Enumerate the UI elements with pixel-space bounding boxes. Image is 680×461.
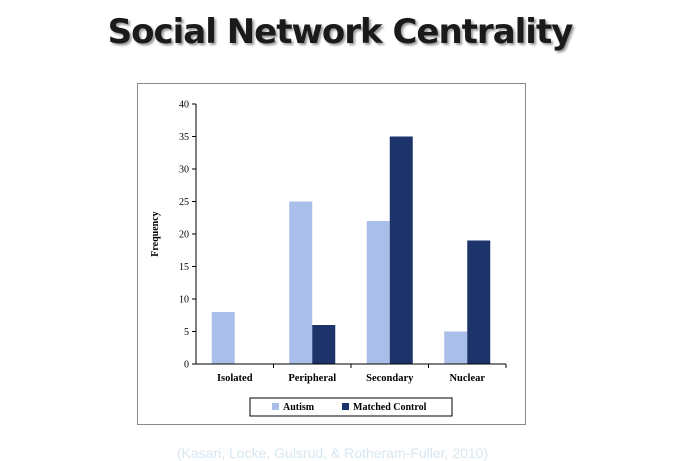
category-label-secondary: Secondary xyxy=(366,373,414,384)
chart-frame xyxy=(137,83,526,425)
y-tick-label: 5 xyxy=(184,327,189,338)
y-tick-label: 0 xyxy=(184,360,189,371)
slide-title: Social Network Centrality xyxy=(107,12,574,52)
y-tick-label: 10 xyxy=(179,295,189,306)
y-tick-label: 30 xyxy=(179,165,189,176)
legend-box xyxy=(249,397,453,417)
bar-matched-control-secondary xyxy=(389,136,413,364)
y-tick-label: 40 xyxy=(179,100,189,111)
category-label-nuclear: Nuclear xyxy=(449,373,485,384)
category-label-peripheral: Peripheral xyxy=(288,373,336,384)
bar-autism-nuclear xyxy=(444,331,468,364)
legend-swatch-autism xyxy=(272,403,279,410)
y-tick-label: 20 xyxy=(179,230,189,241)
bar-matched-control-peripheral xyxy=(312,325,336,364)
bar-autism-secondary xyxy=(366,221,390,364)
bar-matched-control-nuclear xyxy=(467,240,491,364)
citation: (Kasari, Locke, Gulsrud, & Rotheram-Full… xyxy=(176,445,489,461)
legend-swatch-matched-control xyxy=(342,403,349,410)
legend-label-matched-control: Matched Control xyxy=(353,402,427,413)
y-tick-label: 15 xyxy=(179,262,189,273)
category-label-isolated: Isolated xyxy=(217,373,253,384)
y-tick-label: 25 xyxy=(179,197,189,208)
legend-label-autism: Autism xyxy=(283,402,315,413)
y-axis-title: Frequency xyxy=(150,211,161,256)
y-tick-label: 35 xyxy=(179,132,189,143)
legend: Autism Matched Control xyxy=(249,397,453,417)
bar-autism-isolated xyxy=(211,312,235,364)
bar-autism-peripheral xyxy=(289,201,313,364)
